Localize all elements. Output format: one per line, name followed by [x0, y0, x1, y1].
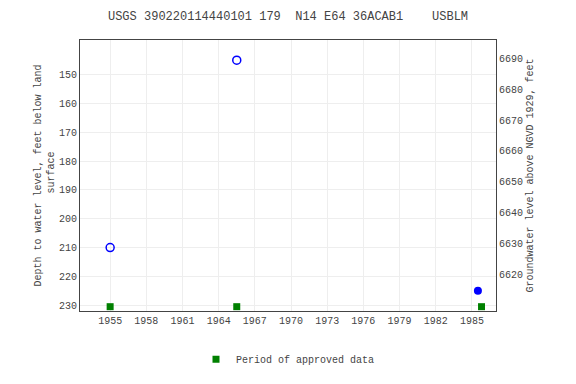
svg-text:1982: 1982: [424, 316, 448, 327]
svg-text:1970: 1970: [279, 316, 303, 327]
svg-text:1976: 1976: [351, 316, 375, 327]
svg-text:150: 150: [59, 70, 77, 81]
svg-text:1979: 1979: [388, 316, 412, 327]
svg-text:1955: 1955: [98, 316, 122, 327]
svg-text:1958: 1958: [134, 316, 158, 327]
svg-text:Period of approved data: Period of approved data: [236, 355, 374, 366]
svg-text:1967: 1967: [243, 316, 267, 327]
svg-text:1961: 1961: [170, 316, 194, 327]
svg-text:1964: 1964: [207, 316, 231, 327]
svg-text:6690: 6690: [499, 54, 523, 65]
svg-text:6640: 6640: [499, 208, 523, 219]
svg-text:6650: 6650: [499, 177, 523, 188]
svg-text:200: 200: [59, 214, 77, 225]
svg-text:180: 180: [59, 157, 77, 168]
svg-text:6680: 6680: [499, 85, 523, 96]
svg-text:Groundwater level above NGVD 1: Groundwater level above NGVD 1929, feet: [525, 58, 536, 292]
svg-text:170: 170: [59, 128, 77, 139]
svg-text:190: 190: [59, 185, 77, 196]
svg-text:1985: 1985: [460, 316, 484, 327]
svg-text:220: 220: [59, 272, 77, 283]
svg-text:160: 160: [59, 99, 77, 110]
svg-text:230: 230: [59, 301, 77, 312]
svg-text:USGS 390220114440101 179 N14: USGS 390220114440101 179 N14 E64 36ACAB1…: [108, 10, 468, 24]
svg-text:6630: 6630: [499, 239, 523, 250]
svg-text:Depth to water level, feet bel: Depth to water level, feet below land su…: [33, 64, 57, 286]
svg-text:210: 210: [59, 243, 77, 254]
svg-text:6620: 6620: [499, 270, 523, 281]
svg-text:6660: 6660: [499, 146, 523, 157]
svg-text:1973: 1973: [315, 316, 339, 327]
svg-text:6670: 6670: [499, 116, 523, 127]
